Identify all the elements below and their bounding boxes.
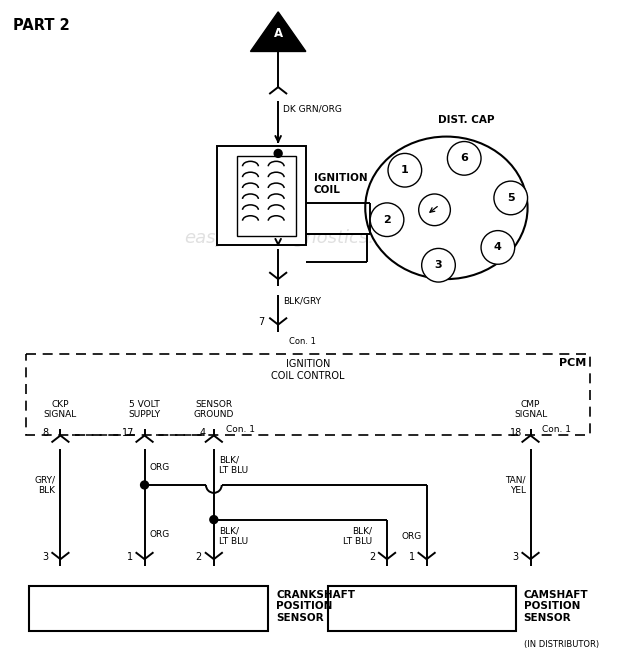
- Text: A: A: [274, 27, 282, 40]
- Text: ORG: ORG: [150, 463, 170, 472]
- Bar: [237, 157, 296, 235]
- Text: 17: 17: [122, 428, 135, 437]
- Text: CKP
SIGNAL: CKP SIGNAL: [44, 400, 77, 419]
- Text: BLK/GRY: BLK/GRY: [283, 297, 321, 306]
- Text: 1: 1: [408, 552, 415, 562]
- Circle shape: [481, 231, 515, 265]
- Text: 3: 3: [512, 552, 519, 562]
- Text: 5: 5: [507, 193, 515, 203]
- Text: 6: 6: [460, 153, 468, 163]
- Text: 3: 3: [434, 260, 442, 270]
- Text: BLK/
LT BLU: BLK/ LT BLU: [219, 526, 248, 546]
- Text: ORG: ORG: [402, 532, 422, 541]
- Text: SENSOR
GROUND: SENSOR GROUND: [193, 400, 234, 419]
- Circle shape: [421, 248, 455, 282]
- Text: IGNITION
COIL: IGNITION COIL: [314, 173, 368, 195]
- Text: 4: 4: [494, 242, 502, 252]
- Polygon shape: [250, 12, 306, 51]
- Bar: [217, 146, 306, 246]
- Text: 1: 1: [127, 552, 133, 562]
- Text: 2: 2: [383, 214, 391, 225]
- Text: 3: 3: [43, 552, 49, 562]
- Text: GRY/
BLK: GRY/ BLK: [35, 475, 56, 495]
- Text: (IN DISTRIBUTOR): (IN DISTRIBUTOR): [523, 640, 599, 649]
- Circle shape: [140, 481, 148, 489]
- Text: IGNITION
COIL CONTROL: IGNITION COIL CONTROL: [271, 359, 345, 381]
- Ellipse shape: [365, 136, 528, 279]
- Text: easyautodiagnostics.com: easyautodiagnostics.com: [184, 229, 412, 246]
- Text: Con. 1: Con. 1: [226, 425, 255, 434]
- Text: CAMSHAFT
POSITION
SENSOR: CAMSHAFT POSITION SENSOR: [523, 590, 588, 623]
- Text: ORG: ORG: [150, 530, 170, 539]
- Bar: [328, 586, 515, 631]
- Circle shape: [210, 515, 218, 523]
- FancyBboxPatch shape: [26, 354, 590, 436]
- Circle shape: [419, 194, 451, 226]
- Text: CRANKSHAFT
POSITION
SENSOR: CRANKSHAFT POSITION SENSOR: [276, 590, 355, 623]
- Text: CMP
SIGNAL: CMP SIGNAL: [514, 400, 547, 419]
- Text: 1: 1: [401, 165, 408, 176]
- Circle shape: [370, 203, 404, 237]
- Text: TAN/
YEL: TAN/ YEL: [505, 475, 525, 495]
- Text: Con. 1: Con. 1: [289, 337, 316, 346]
- Text: 5 VOLT
SUPPLY: 5 VOLT SUPPLY: [129, 400, 161, 419]
- Circle shape: [274, 150, 282, 157]
- Text: Con. 1: Con. 1: [543, 425, 572, 434]
- Text: DK GRN/ORG: DK GRN/ORG: [283, 105, 342, 114]
- Text: 2: 2: [196, 552, 202, 562]
- Circle shape: [388, 153, 421, 187]
- Text: BLK/
LT BLU: BLK/ LT BLU: [343, 526, 372, 546]
- Text: DIST. CAP: DIST. CAP: [438, 114, 494, 125]
- Text: 2: 2: [369, 552, 375, 562]
- Text: 4: 4: [200, 428, 206, 437]
- Text: 7: 7: [258, 317, 265, 327]
- Text: BLK/
LT BLU: BLK/ LT BLU: [219, 456, 248, 475]
- Bar: [29, 586, 268, 631]
- Text: 18: 18: [510, 428, 523, 437]
- Circle shape: [494, 181, 528, 214]
- Text: PART 2: PART 2: [13, 18, 70, 32]
- Text: 8: 8: [43, 428, 49, 437]
- Circle shape: [447, 142, 481, 176]
- Text: PCM: PCM: [559, 358, 586, 369]
